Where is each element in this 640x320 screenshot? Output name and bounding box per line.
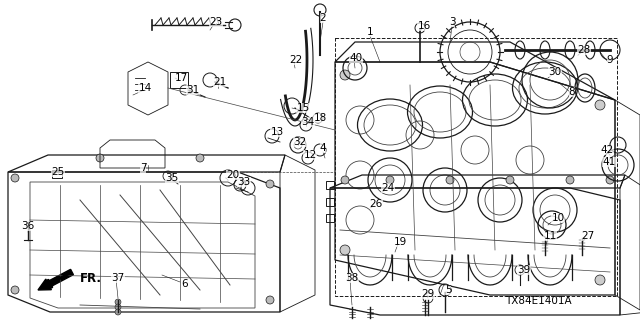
Text: 13: 13 — [270, 127, 284, 137]
Text: 21: 21 — [213, 77, 227, 87]
Text: 12: 12 — [303, 150, 317, 160]
Text: 6: 6 — [182, 279, 188, 289]
Bar — [170, 72, 188, 88]
Bar — [326, 181, 334, 189]
Text: 22: 22 — [289, 55, 303, 65]
Text: TX84E1401A: TX84E1401A — [506, 296, 572, 306]
Text: 5: 5 — [445, 285, 451, 295]
Circle shape — [446, 176, 454, 184]
Text: 18: 18 — [314, 113, 326, 123]
Text: FR.: FR. — [80, 271, 102, 284]
Text: 15: 15 — [296, 103, 310, 113]
Text: 8: 8 — [569, 87, 575, 97]
Text: 32: 32 — [293, 137, 307, 147]
Bar — [52, 170, 62, 178]
Circle shape — [11, 286, 19, 294]
Text: 11: 11 — [543, 231, 557, 241]
Text: 39: 39 — [517, 265, 531, 275]
Circle shape — [595, 100, 605, 110]
Text: 20: 20 — [227, 170, 239, 180]
Text: 27: 27 — [581, 231, 595, 241]
Text: 40: 40 — [349, 53, 363, 63]
Text: 42: 42 — [600, 145, 614, 155]
Text: 29: 29 — [421, 289, 435, 299]
Circle shape — [11, 174, 19, 182]
Circle shape — [566, 176, 574, 184]
Bar — [326, 214, 334, 222]
Text: 30: 30 — [548, 67, 561, 77]
Circle shape — [266, 180, 274, 188]
Text: 3: 3 — [449, 17, 455, 27]
Text: 36: 36 — [21, 221, 35, 231]
Circle shape — [386, 176, 394, 184]
Text: 1: 1 — [367, 27, 373, 37]
Text: 41: 41 — [602, 157, 616, 167]
FancyArrow shape — [38, 269, 74, 290]
Text: 14: 14 — [138, 83, 152, 93]
Text: 25: 25 — [51, 167, 65, 177]
Text: 9: 9 — [607, 55, 613, 65]
Text: 37: 37 — [111, 273, 125, 283]
Circle shape — [115, 309, 121, 315]
Bar — [335, 38, 617, 296]
Text: 4: 4 — [320, 143, 326, 153]
Circle shape — [595, 275, 605, 285]
Circle shape — [506, 176, 514, 184]
Circle shape — [340, 245, 350, 255]
Text: 7: 7 — [140, 163, 147, 173]
Text: 31: 31 — [186, 85, 200, 95]
Circle shape — [115, 304, 121, 310]
Circle shape — [606, 176, 614, 184]
Text: 16: 16 — [417, 21, 431, 31]
Text: 35: 35 — [165, 173, 179, 183]
Bar — [326, 198, 334, 206]
Text: 10: 10 — [552, 213, 564, 223]
Circle shape — [266, 296, 274, 304]
Text: 34: 34 — [301, 117, 315, 127]
Circle shape — [340, 70, 350, 80]
Text: 2: 2 — [320, 13, 326, 23]
Text: 28: 28 — [577, 45, 591, 55]
Circle shape — [115, 299, 121, 305]
Text: 17: 17 — [174, 73, 188, 83]
Circle shape — [96, 154, 104, 162]
Text: 23: 23 — [209, 17, 223, 27]
Text: 38: 38 — [346, 273, 358, 283]
Text: 24: 24 — [381, 183, 395, 193]
Circle shape — [196, 154, 204, 162]
Text: 26: 26 — [369, 199, 383, 209]
Text: 19: 19 — [394, 237, 406, 247]
Text: 33: 33 — [237, 177, 251, 187]
Circle shape — [341, 176, 349, 184]
